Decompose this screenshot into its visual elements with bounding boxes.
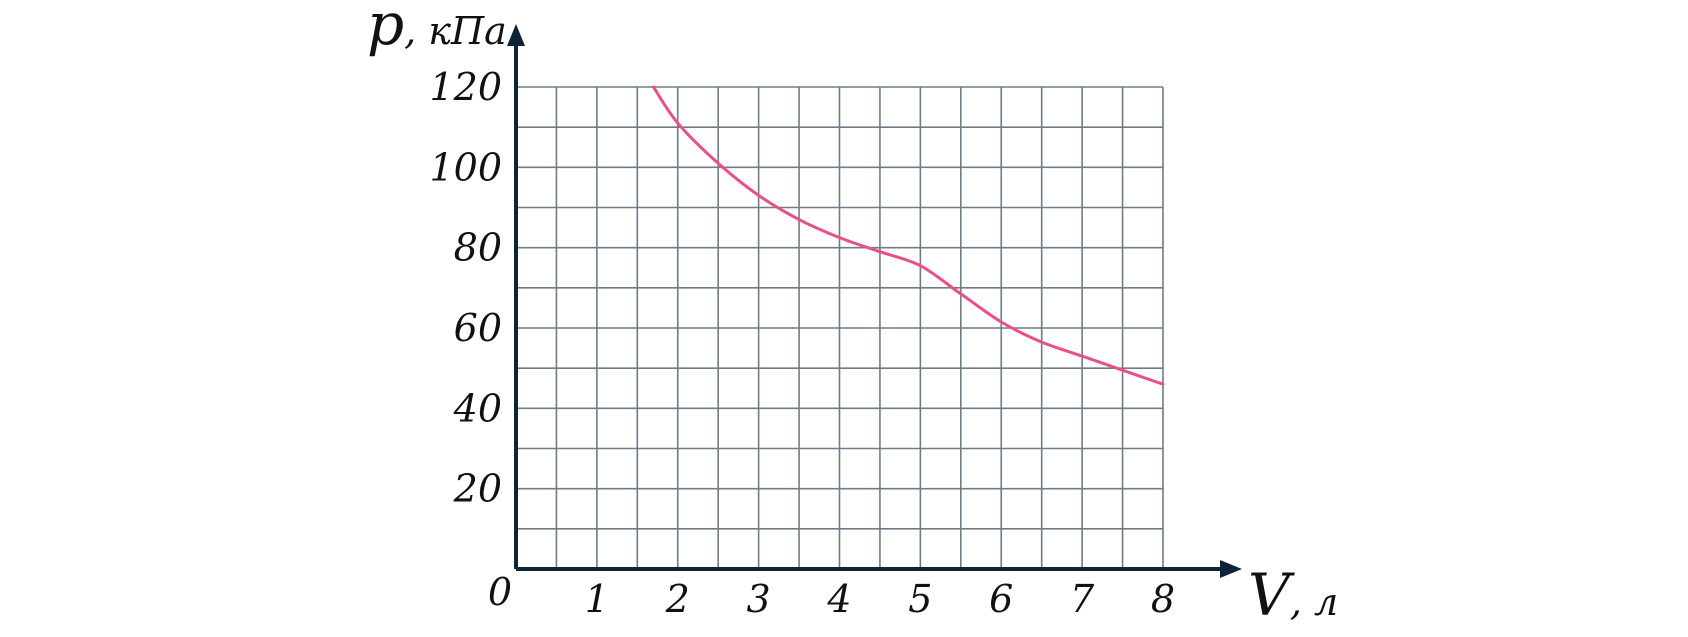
x-tick-label: 5 xyxy=(908,577,932,621)
y-tick-label: 20 xyxy=(453,467,502,511)
x-tick-label: 3 xyxy=(747,577,771,621)
x-tick-label: 1 xyxy=(585,577,609,621)
y-tick-label: 120 xyxy=(429,65,502,109)
tick-labels: 1 2 3 4 5 6 7 8 20 40 60 80 100 120 0 p, кПа V, л xyxy=(367,0,1338,629)
x-tick-label: 8 xyxy=(1151,577,1175,621)
x-tick-label: 6 xyxy=(989,577,1013,621)
x-axis-label: V, л xyxy=(1248,561,1338,629)
y-tick-label: 60 xyxy=(454,306,502,350)
series-layer xyxy=(652,85,1165,386)
series-line xyxy=(652,85,1165,386)
y-axis-label: p, кПа xyxy=(367,0,507,58)
x-tick-label: 2 xyxy=(665,577,690,621)
x-axis-arrow xyxy=(1220,560,1242,578)
y-tick-label: 40 xyxy=(453,386,502,430)
axes xyxy=(507,24,1242,578)
x-tick-label: 7 xyxy=(1070,577,1095,621)
grid xyxy=(516,86,1164,569)
y-tick-label: 80 xyxy=(454,226,502,270)
x-tick-label: 4 xyxy=(826,577,851,621)
origin-label: 0 xyxy=(488,570,512,614)
y-axis-arrow xyxy=(507,24,525,46)
y-tick-label: 100 xyxy=(429,145,502,189)
